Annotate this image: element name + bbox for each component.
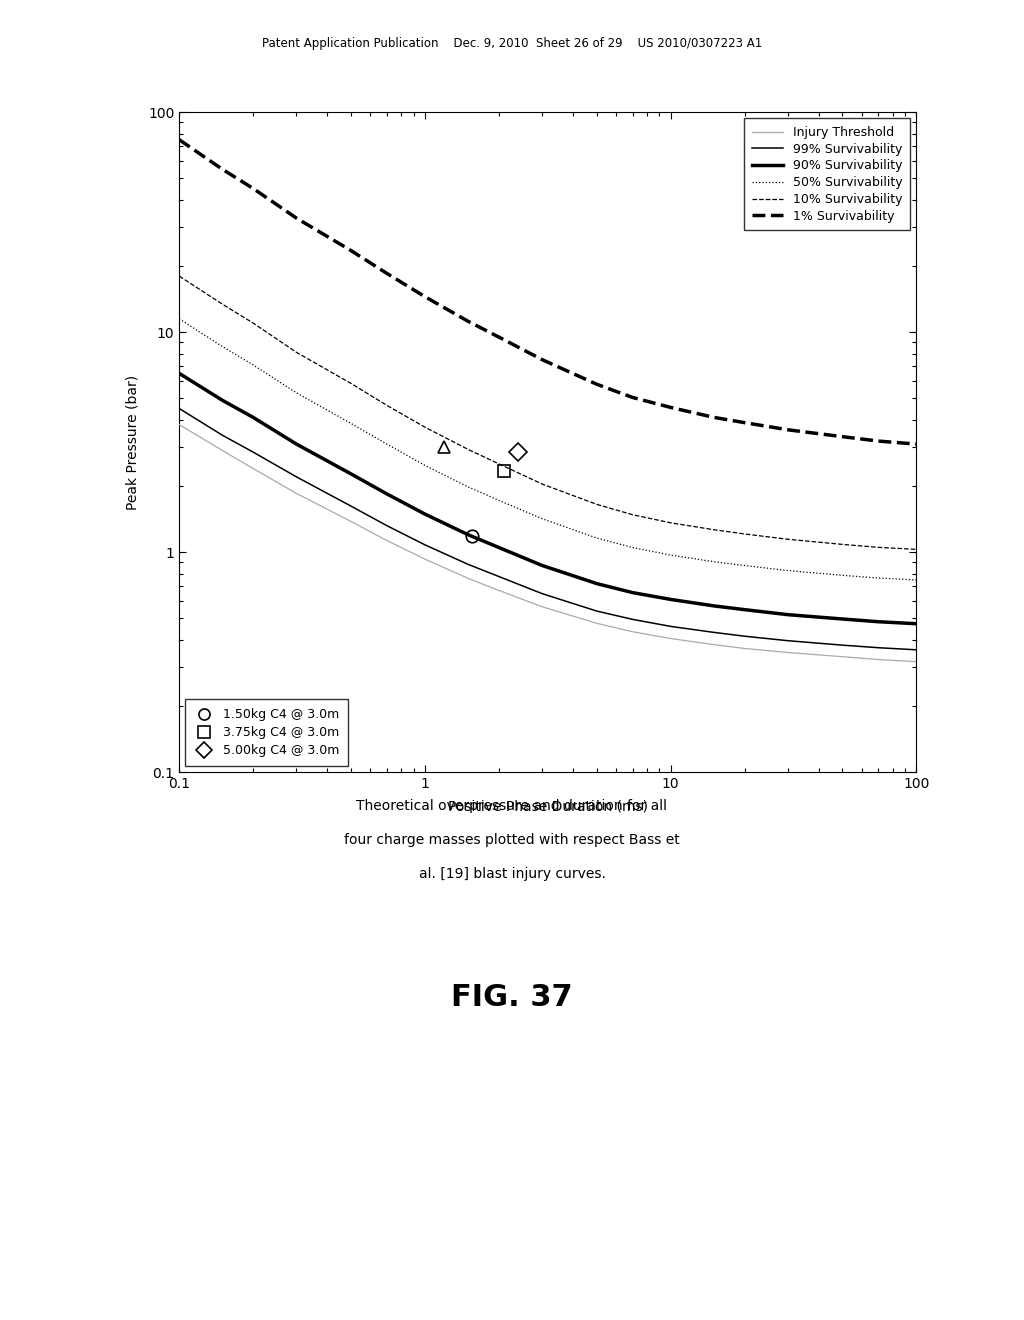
- Legend: 1.50kg C4 @ 3.0m, 3.75kg C4 @ 3.0m, 5.00kg C4 @ 3.0m: 1.50kg C4 @ 3.0m, 3.75kg C4 @ 3.0m, 5.00…: [185, 700, 348, 766]
- Text: al. [19] blast injury curves.: al. [19] blast injury curves.: [419, 867, 605, 882]
- Y-axis label: Peak Pressure (bar): Peak Pressure (bar): [126, 375, 139, 510]
- Text: FIG. 37: FIG. 37: [452, 983, 572, 1012]
- X-axis label: Positive Phase Duration (ms): Positive Phase Duration (ms): [447, 800, 648, 813]
- Text: Theoretical overpressure and duration for all: Theoretical overpressure and duration fo…: [356, 799, 668, 813]
- Text: four charge masses plotted with respect Bass et: four charge masses plotted with respect …: [344, 833, 680, 847]
- Text: Patent Application Publication    Dec. 9, 2010  Sheet 26 of 29    US 2010/030722: Patent Application Publication Dec. 9, 2…: [262, 37, 762, 50]
